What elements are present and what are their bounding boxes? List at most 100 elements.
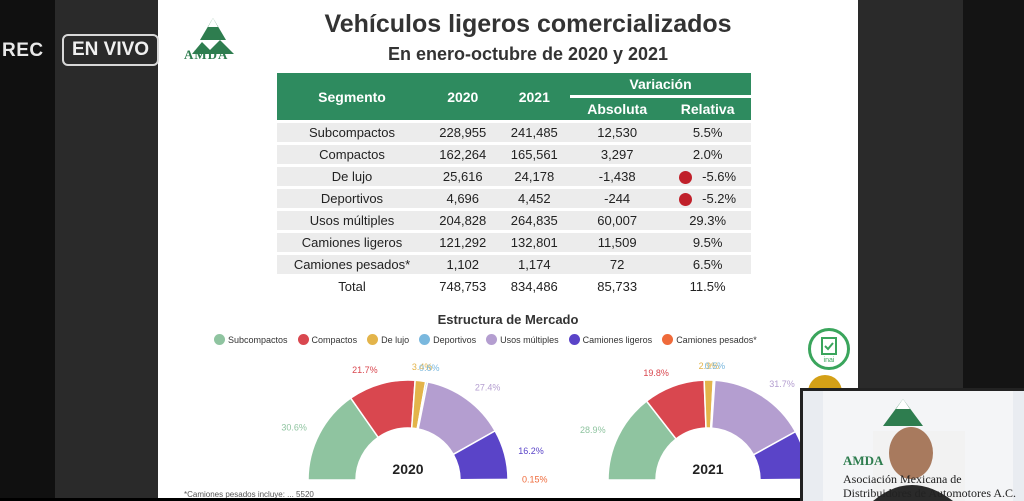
relative-value: 2.0% (693, 147, 723, 162)
footnote: *Camiones pesados incluye: ... 5520 (184, 490, 314, 498)
slice-label: 27.4% (475, 383, 501, 393)
legend-swatch (569, 334, 580, 345)
legend-item: Camiones ligeros (569, 334, 653, 345)
cell-absolute: 11,509 (570, 233, 664, 252)
cell-2021: 4,452 (499, 189, 571, 208)
legend-label: Camiones pesados* (676, 335, 757, 345)
legend-swatch (298, 334, 309, 345)
logo-text: AMDA (184, 47, 228, 63)
slide-subtitle: En enero-octubre de 2020 y 2021 (268, 44, 788, 65)
total-2020: 748,753 (427, 277, 499, 296)
header-relative: Relativa (664, 98, 751, 120)
presentation-slide: AMDA Vehículos ligeros comercializados E… (158, 0, 858, 498)
inai-text: inai (824, 357, 835, 364)
inai-badge-icon: inai (808, 328, 850, 370)
cell-relative: -5.6% (664, 167, 751, 186)
cell-2021: 132,801 (499, 233, 571, 252)
cell-relative: 5.5% (664, 123, 751, 142)
cell-2020: 1,102 (427, 255, 499, 274)
cell-absolute: -1,438 (570, 167, 664, 186)
legend-item: Subcompactos (214, 334, 288, 345)
cell-absolute: 3,297 (570, 145, 664, 164)
legend-item: Deportivos (419, 334, 476, 345)
webcam-feed: AMDA Asociación Mexicana de Distribuidor… (803, 391, 1024, 501)
legend-label: Usos múltiples (500, 335, 559, 345)
cell-relative: -5.2% (664, 189, 751, 208)
cell-segment: Camiones pesados* (277, 255, 427, 274)
legend-item: Camiones pesados* (662, 334, 757, 345)
relative-value: -5.6% (702, 169, 736, 184)
total-absolute: 85,733 (570, 277, 664, 296)
cell-segment: Deportivos (277, 189, 427, 208)
cell-2021: 241,485 (499, 123, 571, 142)
cell-absolute: 60,007 (570, 211, 664, 230)
cell-absolute: -244 (570, 189, 664, 208)
legend-label: De lujo (381, 335, 409, 345)
legend-item: Compactos (298, 334, 358, 345)
legend-swatch (367, 334, 378, 345)
table-row: Camiones ligeros 121,292 132,801 11,509 … (277, 233, 751, 252)
legend-swatch (214, 334, 225, 345)
legend-swatch (486, 334, 497, 345)
header-segment: Segmento (277, 73, 427, 120)
negative-dot-icon (679, 193, 692, 206)
legend-label: Compactos (312, 335, 358, 345)
cell-2020: 121,292 (427, 233, 499, 252)
slide-title: Vehículos ligeros comercializados (268, 10, 788, 39)
cell-segment: De lujo (277, 167, 427, 186)
live-badge[interactable]: EN VIVO (62, 34, 159, 66)
cell-relative: 6.5% (664, 255, 751, 274)
cell-2020: 4,696 (427, 189, 499, 208)
slice-label: 0.6% (419, 363, 440, 373)
cell-2020: 162,264 (427, 145, 499, 164)
legend-swatch (419, 334, 430, 345)
donut-center-label: 2020 (392, 461, 423, 477)
cell-2021: 165,561 (499, 145, 571, 164)
relative-value: 29.3% (689, 213, 726, 228)
rec-label: REC (2, 40, 44, 62)
table-row: Subcompactos 228,955 241,485 12,530 5.5% (277, 123, 751, 142)
legend-label: Camiones ligeros (583, 335, 653, 345)
total-2021: 834,486 (499, 277, 571, 296)
cell-relative: 9.5% (664, 233, 751, 252)
cell-absolute: 72 (570, 255, 664, 274)
total-segment: Total (277, 277, 427, 296)
cell-2021: 1,174 (499, 255, 571, 274)
slice-label: 0.5% (705, 361, 726, 371)
relative-value: -5.2% (702, 191, 736, 206)
chart-legend: Subcompactos Compactos De lujo Deportivo… (214, 334, 757, 345)
cell-2021: 264,835 (499, 211, 571, 230)
relative-value: 9.5% (693, 235, 723, 250)
market-structure-title: Estructura de Mercado (158, 312, 858, 327)
slice-label: 21.7% (352, 365, 378, 375)
cell-2020: 25,616 (427, 167, 499, 186)
legend-label: Deportivos (433, 335, 476, 345)
slice-label: 31.7% (769, 379, 795, 389)
slice-label: 30.6% (281, 422, 307, 432)
slice-label: 0.15% (522, 475, 548, 485)
presenter-webcam[interactable]: AMDA Asociación Mexicana de Distribuidor… (800, 388, 1024, 501)
donut-center-label: 2021 (692, 461, 723, 477)
cell-segment: Usos múltiples (277, 211, 427, 230)
table-row: Camiones pesados* 1,102 1,174 72 6.5% (277, 255, 751, 274)
svg-text:AMDA: AMDA (843, 453, 884, 468)
relative-value: 5.5% (693, 125, 723, 140)
negative-dot-icon (679, 171, 692, 184)
slice-label: 19.8% (643, 368, 669, 378)
legend-swatch (662, 334, 673, 345)
header-variation: Variación (570, 73, 751, 95)
cell-2020: 204,828 (427, 211, 499, 230)
cell-2021: 24,178 (499, 167, 571, 186)
total-relative: 11.5% (664, 277, 751, 296)
header-2021: 2021 (499, 73, 571, 120)
header-absolute: Absoluta (570, 98, 664, 120)
market-structure-charts: 30.6%21.7%3.4%0.6%27.4%16.2%0.15%202028.… (198, 358, 838, 498)
table-row: Compactos 162,264 165,561 3,297 2.0% (277, 145, 751, 164)
left-black-bar (0, 0, 55, 498)
slice-label: 16.2% (518, 446, 544, 456)
relative-value: 6.5% (693, 257, 723, 272)
legend-item: Usos múltiples (486, 334, 559, 345)
cell-segment: Camiones ligeros (277, 233, 427, 252)
cell-segment: Compactos (277, 145, 427, 164)
rec-indicator: REC (0, 36, 44, 66)
